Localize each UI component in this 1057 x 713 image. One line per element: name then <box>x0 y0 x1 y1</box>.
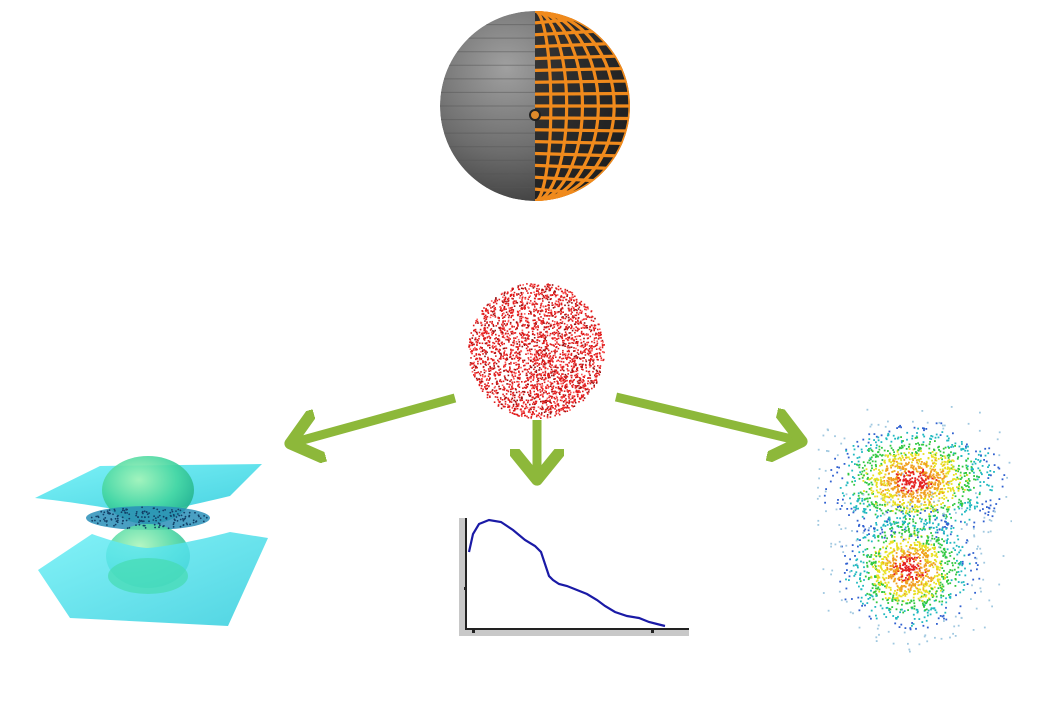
profile-curve <box>467 518 666 628</box>
y-axis <box>459 518 467 636</box>
density-scatter-image <box>812 388 1012 660</box>
x-tick <box>472 630 475 633</box>
mesh-sphere-image <box>438 0 638 215</box>
pivot-dot <box>529 109 541 121</box>
profile-plot <box>455 512 693 640</box>
isosurface-image <box>30 448 268 632</box>
x-tick <box>651 630 654 633</box>
x-axis <box>459 628 689 636</box>
point-cloud-sphere-image <box>462 280 610 420</box>
arrow-to-isosurface <box>292 393 457 443</box>
y-tick <box>464 587 467 590</box>
arrow-to-density-scatter <box>614 392 800 441</box>
